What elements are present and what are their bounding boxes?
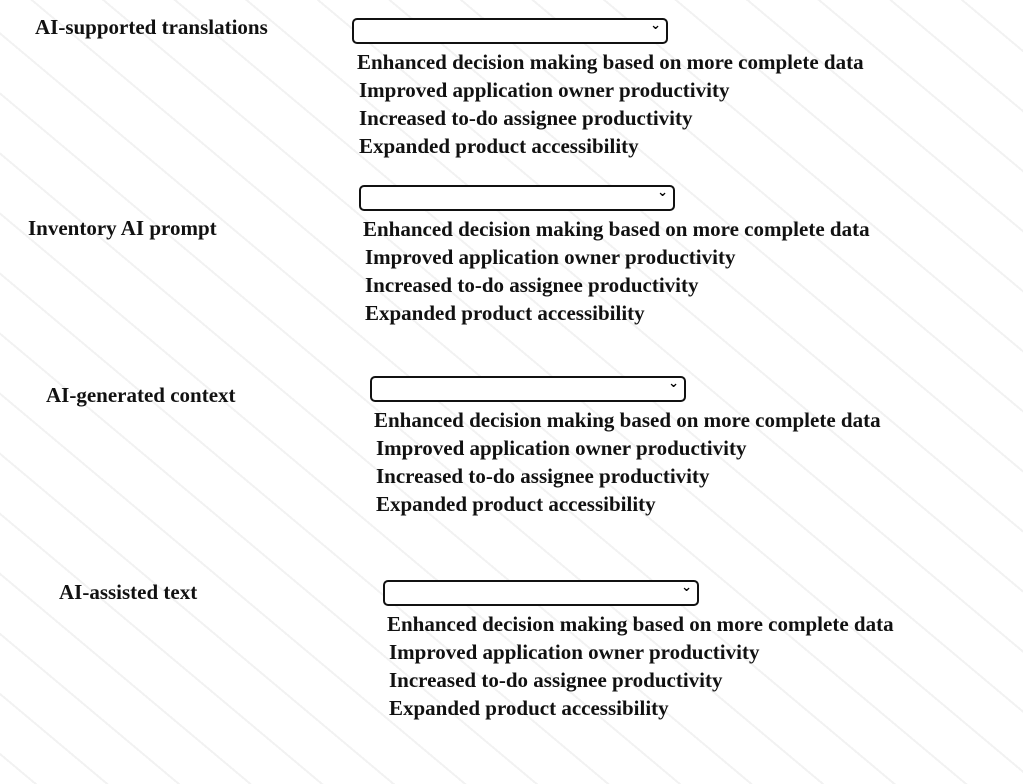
option-list-2: Enhanced decision making based on more c… (363, 215, 870, 327)
option[interactable]: Expanded product accessibility (365, 301, 645, 325)
chevron-down-icon: ⌄ (650, 18, 661, 33)
answer-select-2[interactable]: ⌄ (359, 185, 675, 211)
answer-select-1[interactable]: ⌄ (352, 18, 668, 44)
option-list-4: Enhanced decision making based on more c… (387, 610, 894, 722)
answer-select-4[interactable]: ⌄ (383, 580, 699, 606)
option[interactable]: Enhanced decision making based on more c… (387, 612, 894, 636)
answer-select-3[interactable]: ⌄ (370, 376, 686, 402)
option[interactable]: Expanded product accessibility (359, 134, 639, 158)
option[interactable]: Improved application owner productivity (389, 640, 760, 664)
option[interactable]: Expanded product accessibility (376, 492, 656, 516)
chevron-down-icon: ⌄ (657, 185, 668, 200)
option-list-3: Enhanced decision making based on more c… (374, 406, 881, 518)
option[interactable]: Increased to-do assignee productivity (389, 668, 723, 692)
row-label: AI-generated context (46, 383, 236, 407)
row-label: AI-supported translations (35, 15, 268, 39)
option[interactable]: Increased to-do assignee productivity (365, 273, 699, 297)
option-list-1: Enhanced decision making based on more c… (357, 48, 864, 160)
chevron-down-icon: ⌄ (668, 376, 679, 391)
option[interactable]: Improved application owner productivity (359, 78, 730, 102)
option[interactable]: Expanded product accessibility (389, 696, 669, 720)
option[interactable]: Enhanced decision making based on more c… (363, 217, 870, 241)
option[interactable]: Enhanced decision making based on more c… (374, 408, 881, 432)
row-label: AI-assisted text (59, 580, 198, 604)
option[interactable]: Improved application owner productivity (376, 436, 747, 460)
option[interactable]: Improved application owner productivity (365, 245, 736, 269)
option[interactable]: Enhanced decision making based on more c… (357, 50, 864, 74)
chevron-down-icon: ⌄ (681, 580, 692, 595)
row-label: Inventory AI prompt (28, 216, 217, 240)
option[interactable]: Increased to-do assignee productivity (359, 106, 693, 130)
option[interactable]: Increased to-do assignee productivity (376, 464, 710, 488)
